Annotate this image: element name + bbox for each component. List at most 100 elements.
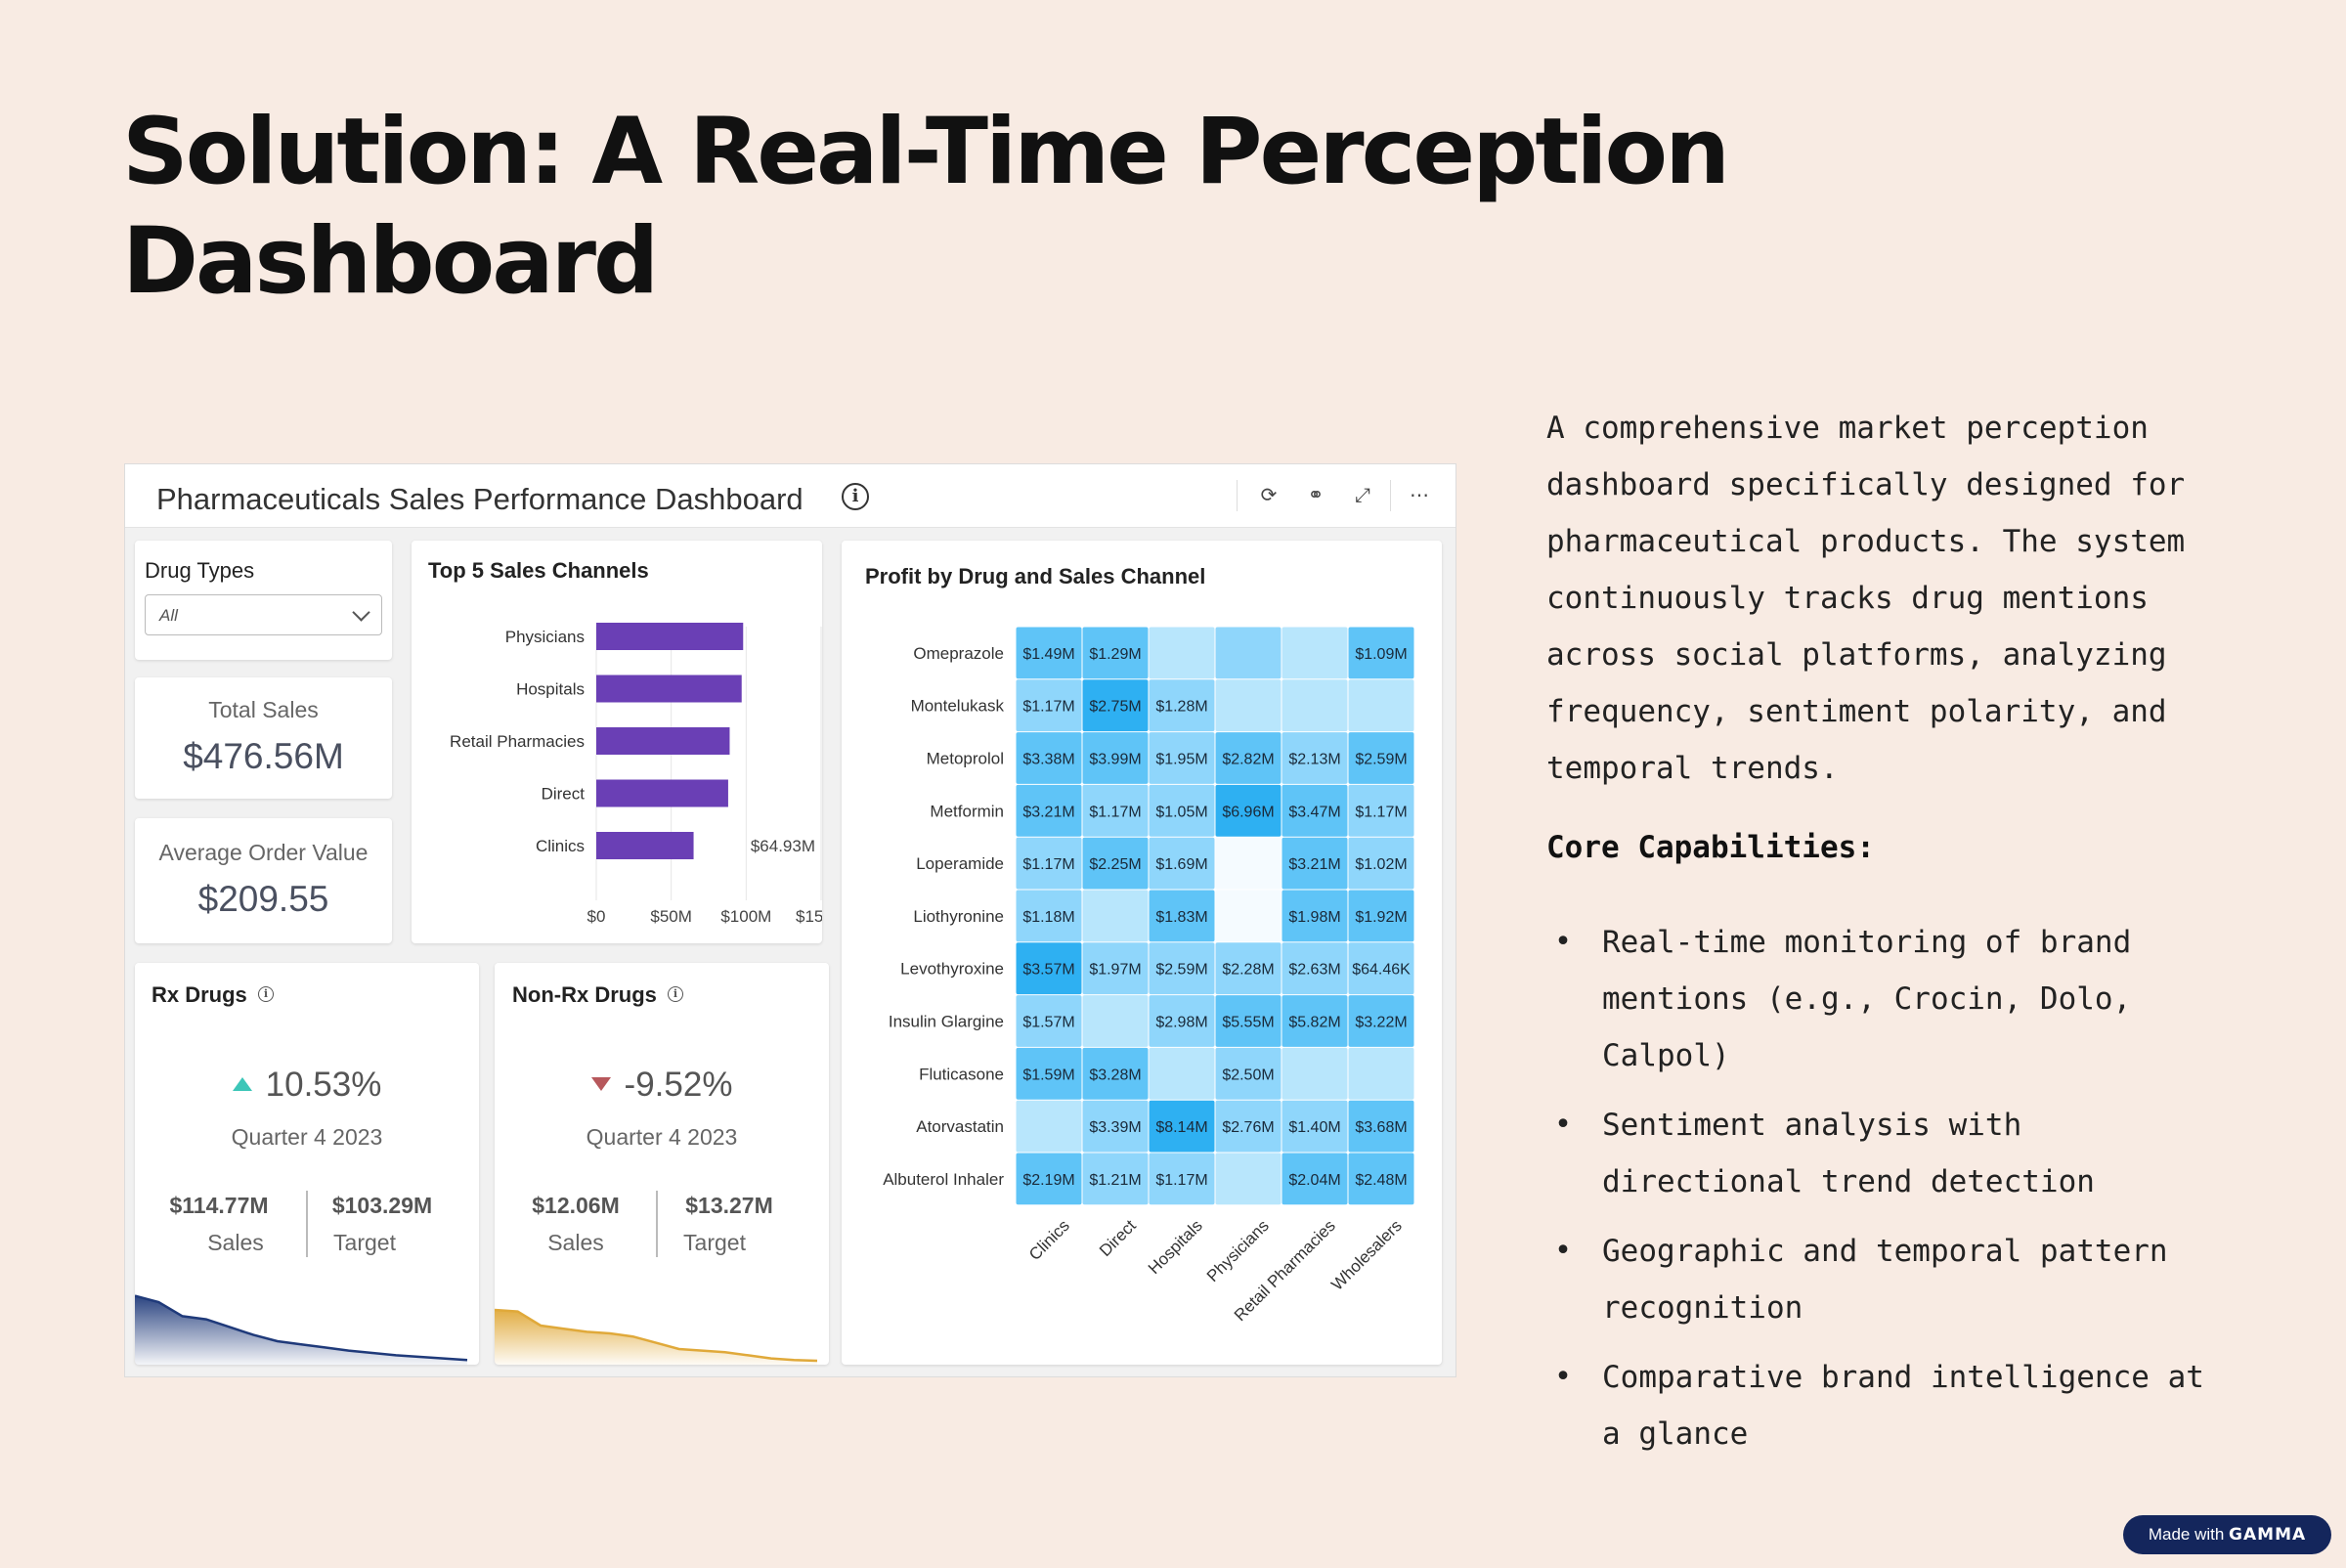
heatmap-cell[interactable] <box>1282 1047 1348 1100</box>
heatmap-cell[interactable] <box>1215 942 1282 995</box>
info-icon[interactable]: i <box>258 986 274 1002</box>
heatmap-cell[interactable] <box>1149 1153 1215 1205</box>
row-label: Liothyronine <box>913 907 1004 926</box>
heatmap-cell[interactable] <box>1149 942 1215 995</box>
heatmap-cell[interactable] <box>1016 679 1082 732</box>
heatmap-cell[interactable] <box>1215 1047 1282 1100</box>
heatmap-cell[interactable] <box>1016 942 1082 995</box>
link-icon[interactable]: ⚭ <box>1307 485 1325 506</box>
row-label: Omeprazole <box>913 644 1004 663</box>
cell-value-label: $1.05M <box>1155 804 1207 820</box>
heatmap-cell[interactable] <box>1215 890 1282 942</box>
heatmap-cell[interactable] <box>1016 995 1082 1047</box>
heatmap-cell[interactable] <box>1016 837 1082 890</box>
rx-drugs-title: Rx Drugs <box>152 982 247 1007</box>
nonrx-change: -9.52% <box>495 1066 829 1105</box>
nonrx-change-value: -9.52% <box>624 1066 733 1104</box>
heatmap-cell[interactable] <box>1348 1047 1414 1100</box>
heatmap-cell[interactable] <box>1282 679 1348 732</box>
heatmap-cell[interactable] <box>1082 679 1149 732</box>
bar[interactable] <box>596 675 742 703</box>
heatmap-cell[interactable] <box>1282 627 1348 679</box>
heatmap-cell[interactable] <box>1149 784 1215 837</box>
heatmap-cell[interactable] <box>1282 1153 1348 1205</box>
heatmap-cell[interactable] <box>1282 732 1348 784</box>
cell-value-label: $3.21M <box>1288 856 1340 873</box>
heatmap-cell[interactable] <box>1282 837 1348 890</box>
heatmap-cell[interactable] <box>1215 995 1282 1047</box>
heatmap-cell[interactable] <box>1082 837 1149 890</box>
heatmap-cell[interactable] <box>1016 890 1082 942</box>
info-icon[interactable]: i <box>842 483 869 510</box>
heatmap-cell[interactable] <box>1016 1153 1082 1205</box>
heatmap-cell[interactable] <box>1348 627 1414 679</box>
average-order-label: Average Order Value <box>158 840 369 865</box>
heatmap-cell[interactable] <box>1348 890 1414 942</box>
heatmap-cell[interactable] <box>1082 890 1149 942</box>
heatmap-cell[interactable] <box>1348 732 1414 784</box>
made-with-gamma-badge[interactable]: Made with GAMMA <box>2123 1515 2331 1554</box>
heatmap-cell[interactable] <box>1215 1153 1282 1205</box>
heatmap-cell[interactable] <box>1082 627 1149 679</box>
heatmap-cell[interactable] <box>1149 679 1215 732</box>
nonrx-sales-value: $12.06M <box>532 1193 620 1218</box>
expand-icon[interactable]: ⤢ <box>1355 485 1370 506</box>
heatmap-cell[interactable] <box>1149 1100 1215 1153</box>
heatmap-cell[interactable] <box>1016 784 1082 837</box>
heatmap-cell[interactable] <box>1149 1047 1215 1100</box>
heatmap-cell[interactable] <box>1282 1100 1348 1153</box>
bar[interactable] <box>596 727 730 755</box>
heatmap-cell[interactable] <box>1016 627 1082 679</box>
bar[interactable] <box>596 832 694 859</box>
heatmap-cell[interactable] <box>1282 995 1348 1047</box>
heatmap-cell[interactable] <box>1082 784 1149 837</box>
heatmap-cell[interactable] <box>1215 837 1282 890</box>
heatmap-cell[interactable] <box>1016 1047 1082 1100</box>
heatmap-cell[interactable] <box>1282 784 1348 837</box>
heatmap-cell[interactable] <box>1348 784 1414 837</box>
heatmap-cell[interactable] <box>1149 995 1215 1047</box>
bar[interactable] <box>596 779 728 807</box>
heatmap-cell[interactable] <box>1149 732 1215 784</box>
heatmap-cell[interactable] <box>1082 1047 1149 1100</box>
row-label: Atorvastatin <box>916 1117 1004 1136</box>
info-icon[interactable]: i <box>668 986 683 1002</box>
cell-value-label: $1.17M <box>1022 856 1074 873</box>
heatmap-cell[interactable] <box>1082 1153 1149 1205</box>
heatmap-cell[interactable] <box>1082 732 1149 784</box>
heatmap-cell[interactable] <box>1082 942 1149 995</box>
heatmap-cell[interactable] <box>1348 995 1414 1047</box>
bullet-icon: • <box>1554 1234 1573 1268</box>
heatmap-cell[interactable] <box>1348 1153 1414 1205</box>
heatmap-cell[interactable] <box>1016 732 1082 784</box>
heatmap-cell[interactable] <box>1215 627 1282 679</box>
heatmap-cell[interactable] <box>1149 627 1215 679</box>
more-icon[interactable]: ⋯ <box>1410 485 1429 506</box>
heatmap-cell[interactable] <box>1215 732 1282 784</box>
heatmap-cell[interactable] <box>1082 995 1149 1047</box>
row-label: Montelukask <box>911 697 1005 716</box>
heatmap-cell[interactable] <box>1215 1100 1282 1153</box>
cell-value-label: $2.59M <box>1155 962 1207 979</box>
heatmap-cell[interactable] <box>1348 942 1414 995</box>
heatmap-cell[interactable] <box>1149 837 1215 890</box>
heatmap-cell[interactable] <box>1082 1100 1149 1153</box>
cell-value-label: $1.17M <box>1355 804 1407 820</box>
heatmap-cell[interactable] <box>1348 837 1414 890</box>
capability-text: Comparative brand intelligence at a glan… <box>1602 1360 2204 1452</box>
rx-sales-label: Sales <box>207 1230 264 1255</box>
cell-value-label: $1.69M <box>1155 856 1207 873</box>
heatmap-cell[interactable] <box>1215 679 1282 732</box>
drug-types-select[interactable]: All <box>145 594 382 635</box>
heatmap-cell[interactable] <box>1348 679 1414 732</box>
bar[interactable] <box>596 623 744 650</box>
heatmap-cell[interactable] <box>1348 1100 1414 1153</box>
refresh-icon[interactable]: ⟳ <box>1260 485 1278 506</box>
category-label: Direct <box>542 785 586 804</box>
heatmap-cell[interactable] <box>1215 784 1282 837</box>
heatmap-cell[interactable] <box>1282 890 1348 942</box>
heatmap-cell[interactable] <box>1149 890 1215 942</box>
heatmap-cell[interactable] <box>1016 1100 1082 1153</box>
heatmap-cell[interactable] <box>1282 942 1348 995</box>
toolbar-divider <box>1237 480 1238 511</box>
